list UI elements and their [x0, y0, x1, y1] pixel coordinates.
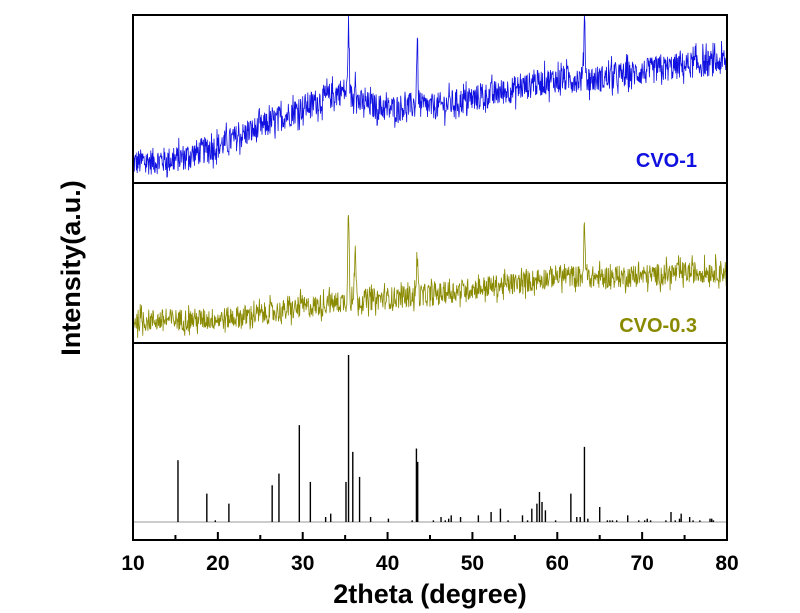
panel-CVO-1: [132, 14, 728, 178]
x-axis-title: 2theta (degree): [333, 579, 527, 609]
series-label-cvo-1: CVO-1: [636, 150, 697, 172]
panel-reference: [133, 355, 727, 523]
x-tick-label: 50: [461, 552, 484, 575]
series-line-CVO-0.3: [132, 214, 728, 338]
panel-CVO-0.3: [132, 214, 728, 338]
x-tick-label: 20: [206, 552, 229, 575]
x-tick-label: 30: [291, 552, 314, 575]
series-line-CVO-1: [132, 14, 728, 178]
series-label-cvo-0-3: CVO-0.3: [619, 315, 697, 337]
x-tick-label: 40: [376, 552, 399, 575]
panels-layer: [132, 14, 728, 523]
y-axis-title: Intensity(a.u.): [56, 180, 86, 356]
x-tick-label: 10: [121, 552, 144, 575]
x-tick-label: 80: [715, 552, 738, 575]
x-tick-label: 60: [546, 552, 569, 575]
x-tick-label: 70: [630, 552, 653, 575]
x-axis-ticks: 10 20 30 40 50 60 70 80: [121, 532, 739, 575]
